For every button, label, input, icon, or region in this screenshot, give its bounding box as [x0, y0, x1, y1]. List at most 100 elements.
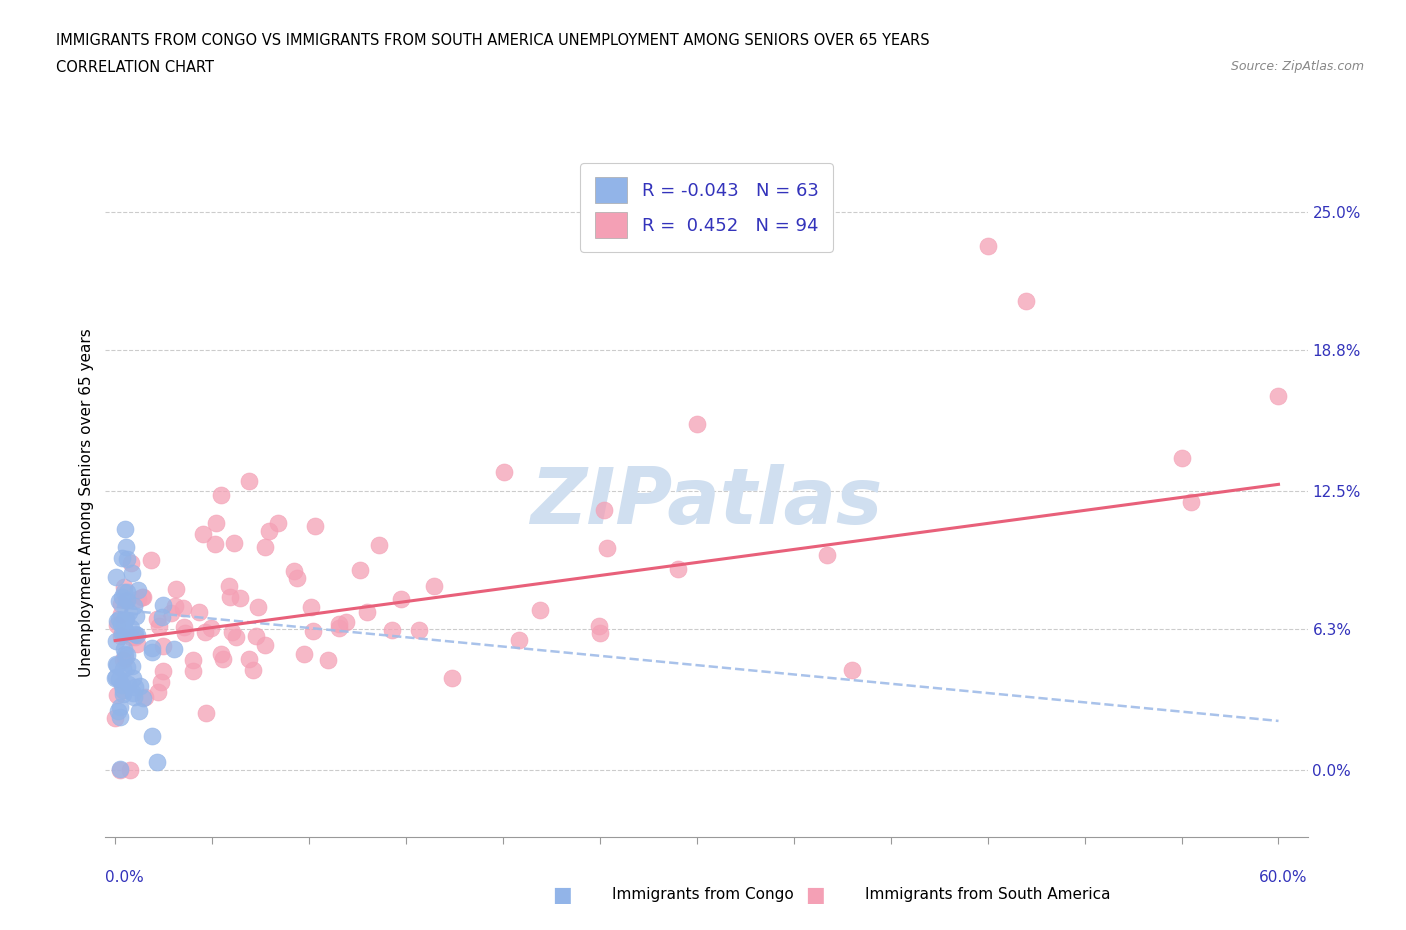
Point [408, 623, 430, 638]
Point [127, 591, 149, 606]
Point [976, 238, 998, 253]
Point [172, 601, 194, 616]
Point [121, 685, 143, 700]
Point [112, 683, 135, 698]
Point [124, 630, 146, 644]
Point [292, 646, 315, 661]
Point [148, 618, 170, 633]
Point [141, 644, 163, 659]
Point [107, 687, 129, 702]
Text: Source: ZipAtlas.com: Source: ZipAtlas.com [1230, 60, 1364, 73]
Point [508, 633, 530, 648]
Point [152, 598, 174, 613]
Point [160, 605, 183, 620]
Point [115, 593, 138, 608]
Point [118, 604, 141, 619]
Point [105, 618, 128, 632]
Point [124, 689, 146, 704]
Point [108, 763, 131, 777]
Point [238, 651, 260, 666]
Point [596, 541, 619, 556]
Point [1170, 450, 1192, 465]
Point [104, 569, 127, 584]
Point [141, 728, 163, 743]
Point [114, 600, 136, 615]
Point [349, 563, 371, 578]
Point [328, 620, 350, 635]
Point [146, 612, 169, 627]
Point [110, 596, 132, 611]
Point [242, 663, 264, 678]
Point [114, 612, 136, 627]
Point [115, 540, 138, 555]
Point [112, 620, 135, 635]
Point [381, 622, 404, 637]
Point [588, 618, 610, 633]
Point [815, 548, 838, 563]
Point [115, 647, 138, 662]
Point [181, 663, 204, 678]
Point [666, 561, 689, 576]
Point [304, 519, 326, 534]
Point [108, 762, 131, 777]
Point [110, 606, 132, 621]
Point [107, 671, 129, 686]
Point [1267, 389, 1289, 404]
Point [246, 600, 269, 615]
Point [117, 592, 139, 607]
Point [283, 564, 305, 578]
Point [267, 515, 290, 530]
Point [112, 584, 135, 599]
Point [120, 555, 142, 570]
Point [686, 417, 709, 432]
Point [356, 604, 378, 619]
Text: IMMIGRANTS FROM CONGO VS IMMIGRANTS FROM SOUTH AMERICA UNEMPLOYMENT AMONG SENIOR: IMMIGRANTS FROM CONGO VS IMMIGRANTS FROM… [56, 33, 929, 47]
Point [134, 690, 156, 705]
Point [163, 642, 186, 657]
Point [191, 526, 214, 541]
Point [299, 600, 322, 615]
Point [200, 620, 222, 635]
Point [188, 604, 211, 619]
Point [841, 662, 863, 677]
Text: Immigrants from South America: Immigrants from South America [865, 887, 1111, 902]
Point [105, 670, 128, 684]
Point [389, 591, 412, 606]
Point [494, 465, 516, 480]
Legend: R = -0.043   N = 63, R =  0.452   N = 94: R = -0.043 N = 63, R = 0.452 N = 94 [581, 163, 832, 252]
Point [238, 473, 260, 488]
Point [152, 663, 174, 678]
Point [104, 711, 127, 725]
Point [115, 659, 138, 674]
Text: ZIPatlas: ZIPatlas [530, 464, 883, 540]
Point [149, 675, 172, 690]
Point [111, 677, 134, 692]
Point [104, 671, 127, 685]
Point [174, 626, 197, 641]
Point [111, 590, 134, 604]
Point [107, 704, 129, 719]
Point [120, 620, 142, 635]
Point [218, 578, 240, 593]
Point [224, 536, 246, 551]
Point [211, 651, 233, 666]
Point [335, 615, 357, 630]
Point [115, 551, 138, 566]
Point [108, 699, 131, 714]
Point [253, 637, 276, 652]
Point [221, 625, 243, 640]
Point [141, 641, 163, 656]
Point [132, 690, 155, 705]
Point [104, 633, 127, 648]
Point [112, 579, 135, 594]
Point [114, 614, 136, 629]
Point [228, 591, 250, 605]
Point [128, 704, 150, 719]
Point [152, 638, 174, 653]
Point [1015, 294, 1038, 309]
Point [115, 624, 138, 639]
Point [105, 657, 128, 671]
Point [173, 619, 195, 634]
Point [125, 628, 148, 643]
Point [181, 652, 204, 667]
